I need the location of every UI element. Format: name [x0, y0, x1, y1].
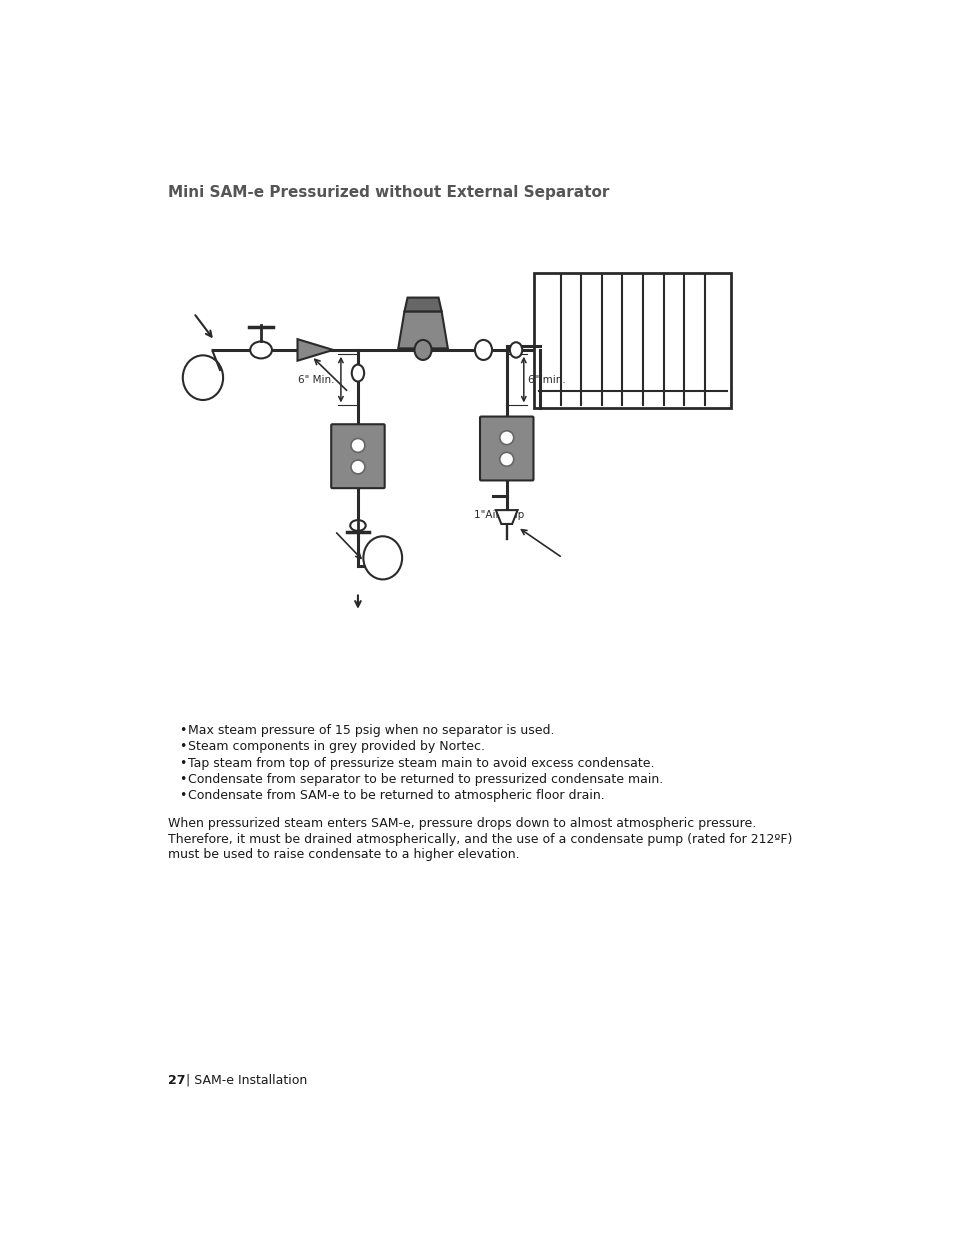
- Ellipse shape: [415, 340, 431, 359]
- Ellipse shape: [351, 438, 365, 452]
- Text: •: •: [179, 789, 186, 802]
- Polygon shape: [397, 311, 447, 348]
- Text: 27: 27: [168, 1073, 186, 1087]
- Polygon shape: [404, 298, 441, 311]
- Text: Mini SAM-e Pressurized without External Separator: Mini SAM-e Pressurized without External …: [168, 185, 609, 200]
- Text: Therefore, it must be drained atmospherically, and the use of a condensate pump : Therefore, it must be drained atmospheri…: [168, 832, 792, 846]
- Text: must be used to raise condensate to a higher elevation.: must be used to raise condensate to a hi…: [168, 848, 519, 861]
- Ellipse shape: [250, 341, 272, 358]
- Ellipse shape: [475, 340, 492, 359]
- Text: Condensate from separator to be returned to pressurized condensate main.: Condensate from separator to be returned…: [188, 773, 662, 785]
- Ellipse shape: [509, 342, 521, 358]
- Ellipse shape: [363, 536, 402, 579]
- Ellipse shape: [351, 461, 365, 474]
- Text: Steam components in grey provided by Nortec.: Steam components in grey provided by Nor…: [188, 740, 485, 753]
- FancyBboxPatch shape: [331, 425, 384, 488]
- Text: | SAM-e Installation: | SAM-e Installation: [182, 1073, 307, 1087]
- Text: 1"Air Gap: 1"Air Gap: [474, 510, 524, 520]
- Polygon shape: [496, 510, 517, 524]
- FancyBboxPatch shape: [479, 416, 533, 480]
- Ellipse shape: [499, 431, 513, 445]
- Polygon shape: [297, 340, 333, 361]
- Ellipse shape: [499, 452, 513, 466]
- Ellipse shape: [350, 520, 365, 531]
- Text: Max steam pressure of 15 psig when no separator is used.: Max steam pressure of 15 psig when no se…: [188, 724, 554, 737]
- Ellipse shape: [183, 356, 223, 400]
- Text: Tap steam from top of pressurize steam main to avoid excess condensate.: Tap steam from top of pressurize steam m…: [188, 757, 654, 769]
- Text: When pressurized steam enters SAM-e, pressure drops down to almost atmospheric p: When pressurized steam enters SAM-e, pre…: [168, 818, 756, 830]
- Text: •: •: [179, 724, 186, 737]
- Text: 6" Min.: 6" Min.: [298, 374, 335, 384]
- Ellipse shape: [352, 364, 364, 382]
- Bar: [534, 273, 731, 408]
- Text: •: •: [179, 773, 186, 785]
- Text: •: •: [179, 740, 186, 753]
- Text: 6" min.: 6" min.: [528, 374, 566, 384]
- Text: •: •: [179, 757, 186, 769]
- Text: Condensate from SAM-e to be returned to atmospheric floor drain.: Condensate from SAM-e to be returned to …: [188, 789, 604, 802]
